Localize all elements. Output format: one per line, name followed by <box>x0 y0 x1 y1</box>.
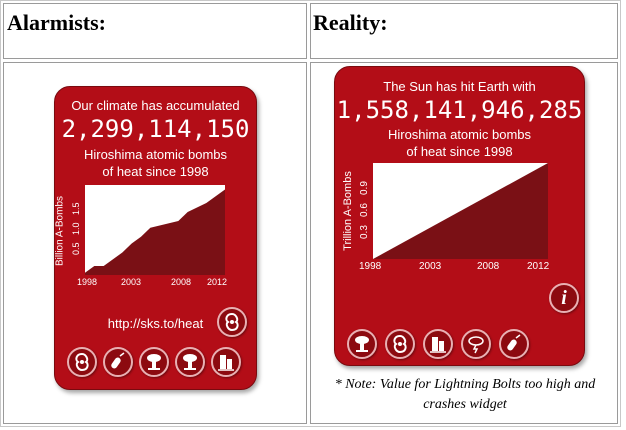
chart-area-series <box>85 189 225 275</box>
y-tick-label: 0.3 <box>359 225 370 239</box>
right-widget-counter: 1,558,141,946,285 <box>336 96 583 124</box>
earthquake-building-button[interactable] <box>211 347 241 377</box>
y-tick-label: 1.5 <box>71 202 81 215</box>
left-widget-url[interactable]: http://sks.to/heat <box>107 316 204 331</box>
lightning-note: * Note: Value for Lightning Bolts too hi… <box>334 377 596 412</box>
x-tick-label: 2012 <box>207 277 228 287</box>
right-heat-widget: The Sun has hit Earth with 1,558,141,946… <box>334 66 585 366</box>
y-tick-label: 0.9 <box>359 181 370 195</box>
right-header-cell <box>310 3 618 59</box>
left-widget-counter: 2,299,114,150 <box>61 115 250 143</box>
bomb-icon <box>111 352 125 369</box>
right-heat-chart <box>373 163 548 259</box>
y-tick-label: 0.6 <box>359 203 370 217</box>
bomb-button[interactable] <box>499 329 529 359</box>
x-tick-label: 2003 <box>121 277 142 287</box>
left-widget-unit-line: Hiroshima atomic bombs <box>83 147 228 162</box>
right-chart-ylabel-wrap: Trillion A-Bombs <box>341 163 355 259</box>
left-chart-ylabel: Billion A-Bombs <box>54 195 66 267</box>
lightning-cloud-button[interactable] <box>461 329 491 359</box>
x-tick-label: 1998 <box>77 277 98 287</box>
hurricane-button[interactable] <box>67 347 97 377</box>
mushroom-cloud-button[interactable] <box>175 347 205 377</box>
mushroom-cloud-icon <box>183 354 197 370</box>
info-icon: i <box>561 287 567 309</box>
hurricane-icon <box>393 334 407 354</box>
mushroom-cloud-button[interactable] <box>139 347 169 377</box>
mushroom-cloud-icon <box>147 354 161 370</box>
left-column-header: Alarmists: <box>7 10 106 35</box>
x-tick-label: 2012 <box>527 261 550 272</box>
y-tick-label: 0.5 <box>71 242 81 255</box>
hurricane-icon <box>75 352 89 372</box>
left-widget-intro: Our climate has accumulated <box>71 98 240 113</box>
y-tick-label: 1.0 <box>71 222 81 235</box>
mushroom-cloud-icon <box>355 336 369 352</box>
earthquake-building-icon <box>218 355 234 371</box>
x-tick-label: 2008 <box>477 261 500 272</box>
x-tick-label: 2008 <box>171 277 192 287</box>
right-widget-intro: The Sun has hit Earth with <box>383 79 536 94</box>
lightning-cloud-icon <box>468 336 484 354</box>
left-heat-widget: Our climate has accumulated 2,299,114,15… <box>54 86 257 390</box>
left-widget-since-line: of heat since 1998 <box>102 164 209 179</box>
hurricane-icon <box>225 312 239 332</box>
right-chart-ylabel: Trillion A-Bombs <box>342 171 354 251</box>
earthquake-building-button[interactable] <box>423 329 453 359</box>
right-widget-since-line: of heat since 1998 <box>406 144 513 159</box>
right-column-header: Reality: <box>313 10 388 35</box>
x-tick-label: 1998 <box>359 261 382 272</box>
earthquake-building-icon <box>430 337 446 353</box>
hurricane-button[interactable] <box>385 329 415 359</box>
bomb-icon <box>507 334 521 351</box>
info-button[interactable]: i <box>549 283 579 313</box>
chart-area-series <box>373 163 548 259</box>
bomb-button[interactable] <box>103 347 133 377</box>
left-heat-chart <box>85 185 225 275</box>
x-tick-label: 2003 <box>419 261 442 272</box>
mushroom-cloud-button[interactable] <box>347 329 377 359</box>
hurricane-toggle-button[interactable] <box>217 307 247 337</box>
left-header-cell <box>3 3 307 59</box>
right-widget-unit-line: Hiroshima atomic bombs <box>387 127 532 142</box>
left-chart-ylabel-wrap: Billion A-Bombs <box>53 185 67 277</box>
